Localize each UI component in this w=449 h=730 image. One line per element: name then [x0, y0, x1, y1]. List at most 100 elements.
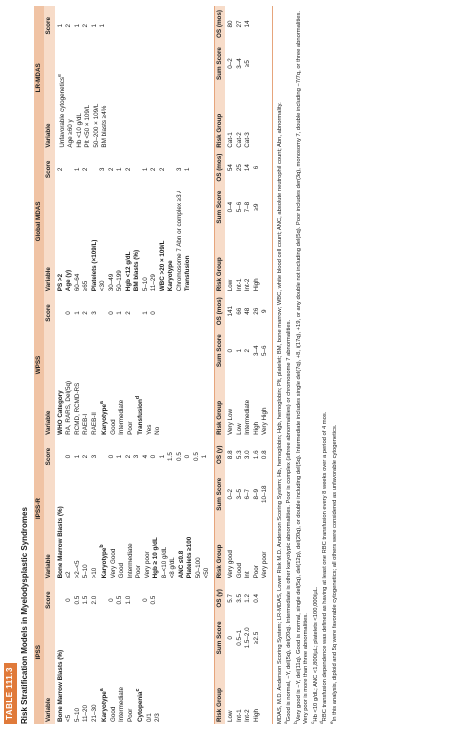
- col-header: Sum Score: [214, 472, 226, 516]
- footnote-text: Good is normal, −Y, del(5q), del(20q). I…: [286, 319, 293, 722]
- score: 2: [65, 24, 73, 28]
- score-line: [57, 295, 66, 330]
- col-header: Variable: [44, 332, 55, 437]
- variable-cell: WHO Category RA, RARS, Del(5q) RCMD, RCMD-…: [55, 333, 215, 437]
- variable-label: Hgb <12 g/dL: [124, 251, 132, 292]
- variable-line: Plt <50 × 109/L: [84, 48, 93, 148]
- variable-label: Age (y): [65, 269, 73, 292]
- variable-label: Transfusion: [137, 399, 145, 435]
- footnote: MDAS, M.D. Anderson Scoring System; LR-M…: [277, 6, 285, 724]
- score-line: 2: [150, 152, 159, 187]
- variable-cell: PS >2 Age (y) 60–64 ≥65 Platelets (×109/L) <3…: [55, 189, 215, 293]
- score-line: 1: [142, 152, 151, 187]
- score: 0: [107, 598, 115, 602]
- score-line: 0: [65, 439, 74, 474]
- score: 0.5: [150, 595, 158, 605]
- score: 2: [82, 454, 90, 459]
- variable-label: Chromosome 7 Abn or complex ≥3 Abns: [175, 191, 183, 292]
- score-cell: 0 0.5 1.5 2.0 0 0.5 1.0 0 0.5: [55, 580, 215, 619]
- variable-label: 5–10: [73, 707, 81, 722]
- variable-label: Yes: [145, 424, 153, 435]
- variable-line: 50–200 × 109/L: [93, 48, 102, 148]
- variable-line: Cytopeniac: [135, 622, 146, 722]
- score-line: [91, 152, 100, 187]
- score: 0: [150, 454, 158, 459]
- variable-label: 50–200 × 109/L: [92, 103, 100, 148]
- col-header: Score: [44, 6, 55, 46]
- score-line: [167, 152, 176, 187]
- score-line: 2: [82, 8, 91, 44]
- score: 1.5: [167, 452, 175, 461]
- risk-sum: 0: [227, 636, 235, 640]
- os-cell: 80 27 14: [225, 6, 272, 42]
- risk-os: 27: [235, 20, 243, 28]
- variable-line: Bone Marrow Blasts (%): [57, 622, 66, 722]
- score-line: 2: [159, 152, 168, 187]
- variable-label: Intermediate: [126, 543, 134, 579]
- variable-label: Plt <50 × 109/L: [84, 104, 92, 148]
- score: 1: [99, 24, 107, 28]
- score: 2: [124, 167, 132, 172]
- score-line: [57, 582, 66, 617]
- risk-row: Low Int-1 Int-2 High 0 0.5–1 1.5–2.0 ≥2.5 5.7 3.5…: [225, 6, 273, 724]
- model-name: LR-MDAS: [33, 6, 45, 150]
- risk-group-cell: Low Int-1 Int-2 High: [225, 229, 272, 294]
- risk-group: Int: [244, 571, 252, 579]
- score-line: 1: [116, 295, 125, 330]
- risk-sum: 3–4: [252, 345, 260, 356]
- variable-label: 5–10: [141, 277, 149, 292]
- footnote-mark: a: [284, 721, 290, 724]
- variable-label: 0/1: [145, 713, 153, 722]
- score-line: 2: [125, 439, 134, 474]
- score-line: 0: [108, 439, 117, 474]
- risk-os: 5.7: [227, 593, 235, 603]
- score-line: [99, 582, 108, 617]
- variable-label: 60–64: [73, 273, 81, 292]
- variable-line: Intermediate: [118, 335, 127, 435]
- os-cell: 8.8 5.3 3.0 1.6 0.8: [225, 437, 272, 473]
- score: 2: [158, 167, 166, 172]
- variable-label: Transfusion: [184, 255, 192, 292]
- variable-label: Poor: [126, 708, 134, 722]
- score: 0.5: [175, 452, 183, 461]
- score-line: 1.5: [82, 582, 91, 617]
- footnote-text: In this analysis, diploid and 5q were fa…: [331, 424, 338, 722]
- score-line: 1: [74, 295, 83, 330]
- variable-line: <5: [65, 622, 74, 722]
- score: 1: [73, 24, 81, 28]
- risk-group: High: [252, 278, 260, 292]
- footnote-text: Very good is −Y, del(11q). Good is norma…: [295, 10, 310, 724]
- risk-sum: ≥5: [244, 60, 252, 68]
- variable-label: >2–<5: [73, 560, 81, 579]
- score-line: 1: [57, 8, 66, 44]
- variable-label: <50: [203, 567, 211, 579]
- variable-line: 0/1: [146, 622, 155, 722]
- risk-os: 8.8: [227, 450, 235, 460]
- col-header: OS (mos): [214, 149, 226, 186]
- variable-label: 8–<10 g/dL: [160, 546, 168, 579]
- score-line: 1.0: [125, 582, 134, 617]
- risk-sum: 1.5–2.0: [244, 627, 252, 649]
- variable-label: BM blasts (%): [133, 249, 141, 292]
- variable-line: >2–<5: [73, 478, 83, 579]
- risk-os: 3.5: [235, 593, 243, 603]
- variable-line: Good: [110, 622, 119, 722]
- score-line: 1: [74, 8, 83, 44]
- risk-os: 3.0: [244, 450, 252, 460]
- score-line: 4: [142, 439, 151, 474]
- variable-label: Cytopenia: [137, 691, 145, 722]
- os-cell: 54 25 14 6: [225, 150, 272, 186]
- variable-cell: Unfavorable cytogeneticse Age ≥60 y Hb <10…: [55, 46, 215, 150]
- risk-sum: 10–18: [261, 485, 269, 504]
- score-line: 1: [91, 8, 100, 44]
- footnote: eIn this analysis, diploid and 5q were f…: [330, 6, 339, 724]
- variable-label: Hb <10 g/dL: [75, 113, 83, 148]
- risk-group-cell: Very Low Low Intermediate High Very High: [225, 372, 272, 437]
- risk-group: Very High: [261, 407, 269, 435]
- sum-cell: 0–4 5–6 7–8 ≥9: [225, 186, 272, 229]
- risk-sum: 3–5: [235, 489, 243, 500]
- model-name: IPSS-R: [33, 436, 45, 581]
- variable-line: Very poor: [144, 478, 153, 578]
- variable-line: 8–<10 g/dL: [160, 478, 170, 579]
